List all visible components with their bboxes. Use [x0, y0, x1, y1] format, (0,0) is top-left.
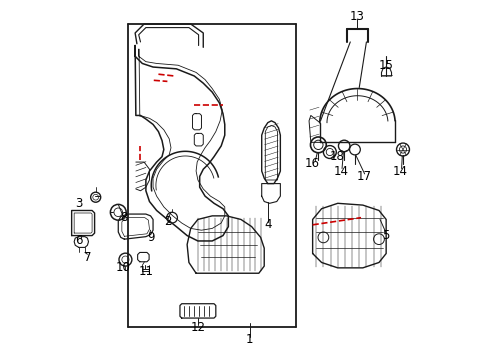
Text: 2: 2	[163, 215, 171, 228]
Text: 18: 18	[329, 150, 344, 163]
Text: 9: 9	[147, 231, 155, 244]
Text: 10: 10	[116, 261, 130, 274]
Text: 17: 17	[356, 170, 371, 183]
Text: 12: 12	[190, 320, 205, 333]
Text: 6: 6	[75, 234, 82, 247]
Text: 14: 14	[333, 165, 348, 177]
Text: 14: 14	[392, 165, 407, 177]
Text: 7: 7	[83, 251, 91, 264]
Text: 11: 11	[138, 265, 153, 278]
Text: 1: 1	[245, 333, 253, 346]
Text: 4: 4	[264, 218, 271, 231]
Text: 5: 5	[382, 229, 389, 242]
Text: 8: 8	[121, 211, 128, 224]
Text: 15: 15	[378, 59, 393, 72]
Text: 3: 3	[75, 197, 82, 210]
Text: 16: 16	[305, 157, 320, 170]
Text: 13: 13	[349, 10, 364, 23]
